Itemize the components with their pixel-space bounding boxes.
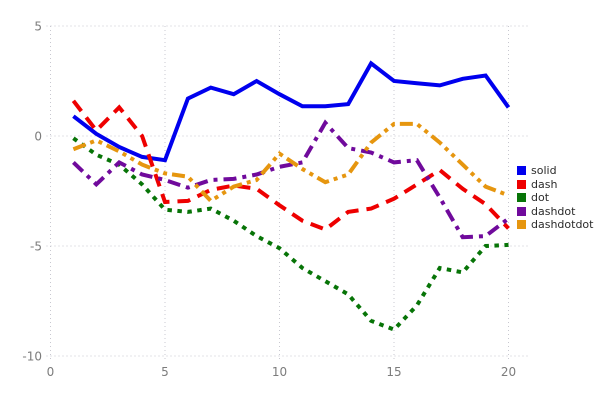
- gridlines: [46, 25, 530, 360]
- series-line-dashdot: [72, 119, 510, 240]
- chart-legend: solid dash dot dashdot dashdotdot: [517, 165, 593, 231]
- x-tick-label: 5: [161, 365, 169, 379]
- legend-swatch-icon: [517, 193, 526, 203]
- legend-item-dashdotdot: dashdotdot: [517, 219, 593, 231]
- legend-item-solid: solid: [517, 165, 593, 177]
- legend-label: solid: [531, 164, 557, 178]
- legend-item-dash: dash: [517, 179, 593, 191]
- x-tick-label: 0: [47, 365, 55, 379]
- legend-swatch-icon: [517, 220, 526, 230]
- x-tick-label: 20: [501, 365, 516, 379]
- legend-label: dashdotdot: [531, 218, 594, 232]
- x-tick-label: 15: [386, 365, 401, 379]
- legend-label: dot: [531, 191, 550, 205]
- legend-item-dashdot: dashdot: [517, 206, 593, 218]
- series-line-solid: [72, 60, 511, 163]
- x-axis-tick-labels: 0 5 10 15 20: [47, 365, 516, 379]
- y-axis-tick-labels: 5 0 -5 -10: [22, 20, 42, 364]
- legend-label: dashdot: [531, 204, 576, 218]
- legend-swatch-icon: [517, 166, 526, 176]
- legend-label: dash: [531, 177, 558, 191]
- y-tick-label: -5: [30, 240, 42, 254]
- y-tick-label: 0: [34, 130, 42, 144]
- legend-item-dot: dot: [517, 192, 593, 204]
- y-tick-label: 5: [34, 20, 42, 34]
- legend-swatch-icon: [517, 206, 526, 216]
- y-tick-label: -10: [22, 350, 42, 364]
- series-line-dot: [72, 136, 509, 332]
- legend-swatch-icon: [517, 179, 526, 189]
- series-line-dashdotdot: [72, 121, 510, 204]
- x-tick-label: 10: [272, 365, 287, 379]
